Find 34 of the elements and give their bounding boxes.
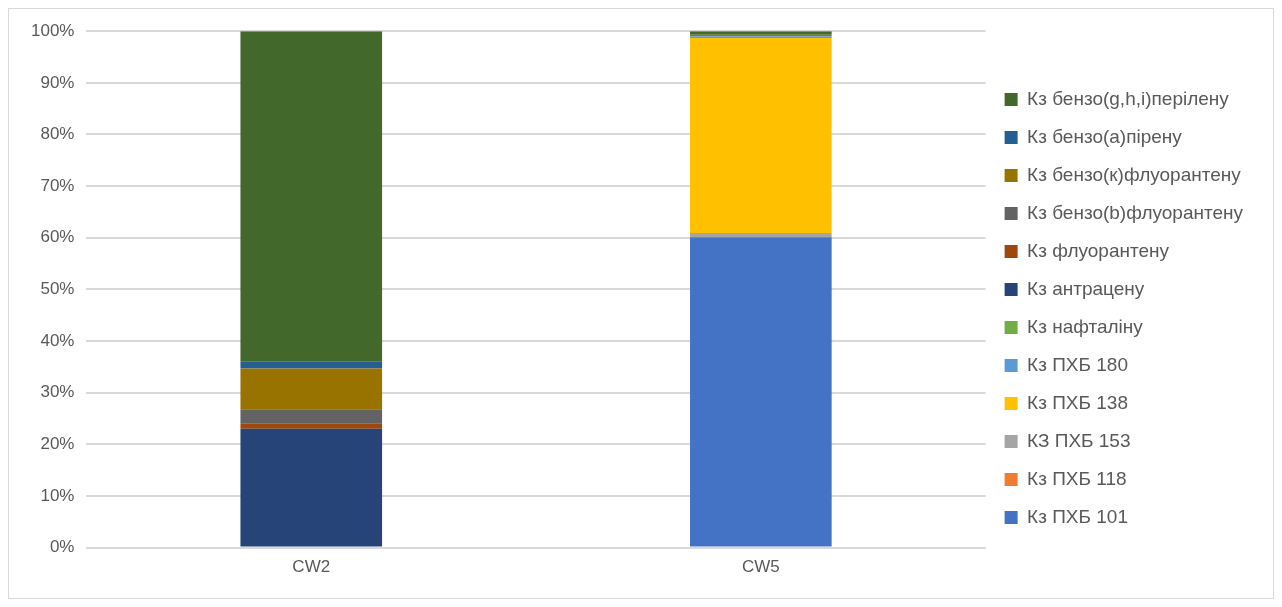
bar	[690, 37, 832, 234]
legend-label: Кз ПХБ 180	[1027, 353, 1128, 375]
bar	[690, 233, 832, 238]
legend-label: Кз флуорантену	[1027, 239, 1170, 261]
legend-label: Кз ПХБ 101	[1027, 505, 1128, 527]
y-tick-label: 20%	[40, 434, 75, 454]
legend-label: Кз ПХБ 118	[1027, 467, 1127, 489]
bar	[240, 423, 383, 429]
bar	[240, 409, 383, 424]
x-tick-label: CW2	[292, 557, 331, 577]
legend-label: Кз антрацену	[1027, 277, 1145, 299]
legend-label: КЗ ПХБ 153	[1027, 429, 1131, 451]
y-tick-label: 50%	[40, 279, 75, 299]
bar	[240, 361, 383, 369]
bar	[240, 368, 383, 410]
bar	[240, 428, 383, 547]
x-tick-label: CW5	[741, 557, 780, 577]
y-tick-label: 60%	[40, 227, 75, 247]
legend-label: Кз нафталіну	[1027, 315, 1144, 337]
legend-label: Кз ПХБ 138	[1027, 391, 1128, 413]
legend-label: Кз бензо(b)флуорантену	[1027, 201, 1244, 223]
y-tick-label: 30%	[40, 382, 75, 402]
bar	[240, 31, 383, 362]
bar	[690, 237, 832, 547]
y-tick-label: 80%	[40, 124, 75, 144]
y-tick-label: 90%	[40, 72, 75, 92]
y-tick-label: 10%	[40, 485, 75, 505]
y-tick-label: 40%	[40, 330, 75, 350]
y-tick-label: 100%	[31, 20, 75, 40]
legend-label: Кз бензо(а)пірену	[1027, 125, 1183, 147]
legend-label: Кз бензо(g,h,i)перілену	[1027, 87, 1230, 109]
legend-label: Кз бензо(к)флуорантену	[1027, 163, 1242, 185]
y-tick-label: 0%	[49, 537, 75, 557]
y-tick-label: 70%	[40, 175, 75, 195]
